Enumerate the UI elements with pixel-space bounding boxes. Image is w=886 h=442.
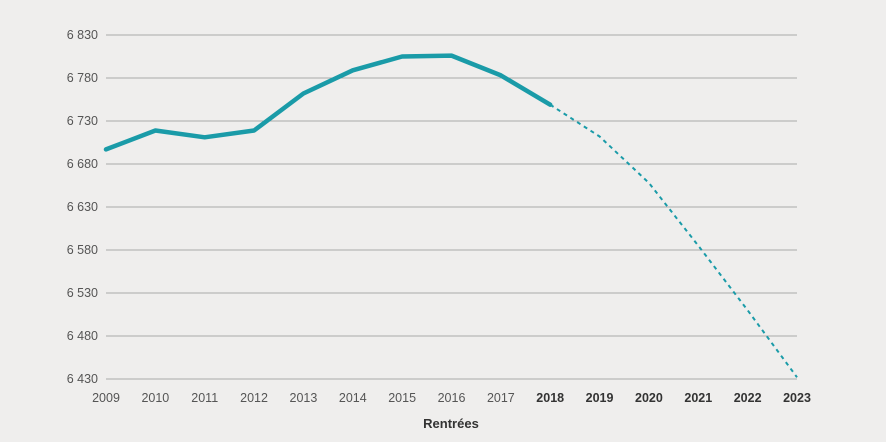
x-tick-label: 2015 [388, 391, 416, 405]
x-tick-label: 2021 [684, 391, 712, 405]
x-tick-label: 2023 [783, 391, 811, 405]
x-axis-label: Rentrées [423, 416, 479, 431]
x-tick-label: 2018 [536, 391, 564, 405]
x-tick-label: 2022 [734, 391, 762, 405]
y-tick-label: 6 680 [67, 157, 98, 171]
observed-series-line [103, 53, 553, 152]
x-axis-ticks: 2009 2010 2011 2012 2013 2014 2015 2016 2017 2018… [92, 391, 811, 405]
x-tick-label: 2019 [586, 391, 614, 405]
y-tick-label: 6 730 [67, 114, 98, 128]
gridlines [106, 34, 797, 380]
x-tick-label: 2010 [141, 391, 169, 405]
x-tick-label: 2020 [635, 391, 663, 405]
y-tick-label: 6 830 [67, 28, 98, 42]
x-tick-label: 2012 [240, 391, 268, 405]
x-tick-label: 2011 [191, 391, 218, 405]
projection-series-line [549, 103, 798, 378]
y-tick-label: 6 480 [67, 329, 98, 343]
y-tick-label: 6 530 [67, 286, 98, 300]
x-tick-label: 2009 [92, 391, 120, 405]
y-axis-ticks: 6 430 6 480 6 530 6 580 6 630 6 680 6 730 6 780… [67, 28, 98, 386]
y-tick-label: 6 780 [67, 71, 98, 85]
x-tick-label: 2017 [487, 391, 515, 405]
y-tick-label: 6 430 [67, 372, 98, 386]
y-tick-label: 6 580 [67, 243, 98, 257]
x-tick-label: 2014 [339, 391, 367, 405]
y-tick-label: 6 630 [67, 200, 98, 214]
x-tick-label: 2016 [438, 391, 466, 405]
series [103, 53, 798, 378]
x-tick-label: 2013 [290, 391, 318, 405]
